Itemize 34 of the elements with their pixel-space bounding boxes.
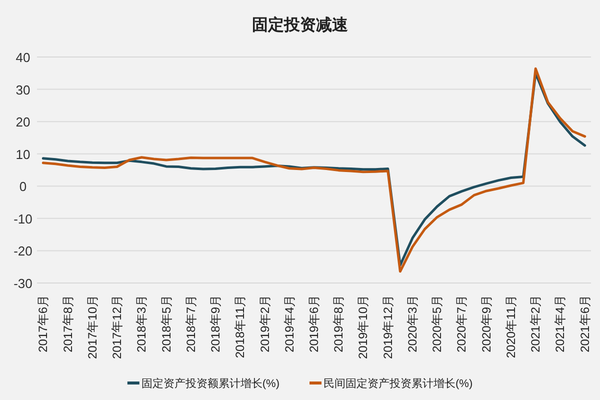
chart-title: 固定投资减速 [252,16,349,34]
legend-label: 民间固定资产投资累计增长(%) [324,377,473,390]
x-tick-label: 2021年2月 [528,295,543,352]
x-tick-label: 2019年4月 [282,295,296,352]
x-tick-label: 2020年9月 [479,295,494,352]
y-tick-label: 10 [16,146,30,162]
y-tick-label: 40 [16,50,30,65]
x-tick-label: 2018年9月 [208,295,223,352]
x-tick-label: 2017年10月 [85,295,100,360]
x-tick-label: 2018年5月 [159,295,174,352]
x-tick-label: 2018年7月 [184,295,198,352]
x-tick-label: 2020年5月 [430,295,444,352]
x-tick-label: 2018年11月 [233,295,248,358]
legend-label: 固定资产投资额累计增长(%) [141,377,280,390]
x-tick-label: 2019年8月 [332,295,346,352]
x-tick-label: 2019年6月 [307,295,321,352]
x-tick-label: 2019年2月 [258,295,272,352]
x-tick-label: 2020年3月 [405,295,420,352]
x-tick-label: 2019年10月 [356,295,370,360]
x-tick-label: 2021年6月 [578,295,592,352]
y-tick-label: 0 [19,179,27,194]
y-tick-label: -10 [14,211,32,226]
x-tick-label: 2017年8月 [60,295,75,352]
x-tick-label: 2018年3月 [134,295,149,352]
y-tick-label: 20 [16,114,30,130]
x-tick-label: 2021年4月 [553,295,568,352]
y-tick-label: -20 [14,244,32,259]
x-tick-label: 2017年12月 [110,295,124,360]
y-tick-label: 30 [16,82,30,98]
x-tick-label: 2020年7月 [454,295,469,352]
x-tick-label: 2019年12月 [380,295,395,360]
y-tick-label: -30 [14,276,32,291]
x-tick-label: 2020年11月 [504,295,518,358]
x-tick-label: 2017年6月 [36,295,50,352]
